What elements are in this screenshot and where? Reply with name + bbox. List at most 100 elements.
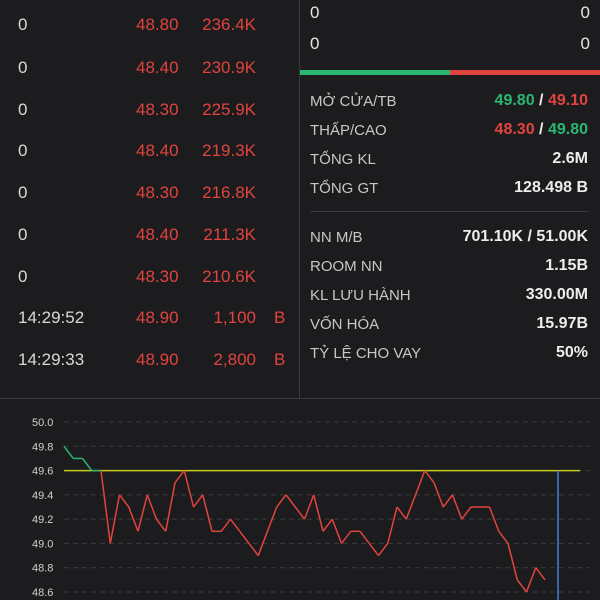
trade-volume: 225.9K	[202, 100, 256, 119]
foreign-buy-sell-value: 701.10K / 51.00K	[462, 228, 588, 245]
depth-right-value: 0	[580, 3, 590, 22]
intraday-chart-svg[interactable]: 50.0 49.8 49.6 49.4 49.2 49.0 48.8 48.6	[0, 400, 600, 600]
foreign-buy-sell-label: NN M/B	[310, 229, 363, 246]
low-price: 48.30	[494, 121, 535, 138]
trade-time: 0	[18, 15, 28, 34]
trade-volume: 230.9K	[202, 58, 256, 77]
trade-side: B	[274, 308, 286, 327]
price-line-segment	[516, 579, 528, 593]
price-line-segment	[396, 506, 407, 520]
total-value-row: TỔNG GT 128.498 B	[300, 175, 600, 203]
price-line-segment	[128, 506, 139, 532]
trade-time: 14:29:52	[18, 308, 85, 327]
price-line-segment	[100, 470, 111, 544]
trade-row: 0 48.30 225.9K	[0, 95, 300, 125]
price-line-segment	[220, 518, 232, 532]
price-line-segment	[202, 494, 213, 532]
price-line-segment	[331, 518, 343, 544]
price-line-segment	[118, 494, 130, 508]
price-line-segment	[165, 482, 176, 532]
market-cap-label: VỐN HÓA	[310, 316, 380, 333]
price-line-segment	[405, 494, 417, 520]
price-line-segment	[137, 494, 148, 532]
y-tick-label: 49.2	[32, 514, 53, 526]
y-tick-label: 49.4	[32, 490, 53, 502]
price-line-segment	[248, 542, 259, 557]
price-line-segment	[442, 494, 454, 508]
price-line-segment	[155, 518, 167, 532]
trade-row: 0 48.30 216.8K	[0, 178, 300, 208]
trade-volume: 1,100	[213, 308, 256, 327]
outstanding-shares-value: 330.00M	[525, 286, 588, 303]
price-line-segment	[183, 470, 195, 508]
value-separator: /	[539, 121, 544, 138]
market-cap-value: 15.97B	[536, 315, 588, 332]
price-line-segment	[368, 542, 380, 557]
price-line-segment	[424, 470, 435, 484]
outstanding-shares-row: KL LƯU HÀNH 330.00M	[300, 282, 600, 310]
price-line-segment	[266, 506, 278, 532]
total-value-value: 128.498 B	[514, 179, 588, 196]
price-line-segment	[525, 567, 537, 593]
depth-right-value: 0	[580, 34, 590, 53]
price-line-segment	[192, 494, 204, 508]
trade-row: 0 48.40 219.3K	[0, 136, 300, 166]
price-line-segment	[451, 494, 463, 520]
price-line-segment	[257, 531, 269, 556]
depth-left-value: 0	[310, 3, 320, 22]
trade-row: 0 48.40 211.3K	[0, 220, 300, 250]
total-value-label: TỔNG GT	[310, 180, 379, 197]
trade-time: 0	[18, 100, 28, 119]
price-line-segment	[294, 506, 306, 520]
open-avg-value: 49.80 / 49.10	[495, 92, 588, 110]
trade-price: 48.90	[136, 308, 179, 327]
price-line-segment	[63, 445, 74, 459]
intraday-chart[interactable]: 50.0 49.8 49.6 49.4 49.2 49.0 48.8 48.6	[0, 400, 600, 600]
value-separator: /	[539, 92, 544, 109]
trade-volume: 210.6K	[202, 267, 256, 286]
price-line-segment	[340, 530, 352, 544]
trade-time: 0	[18, 183, 28, 202]
foreign-room-row: ROOM NN 1.15B	[300, 253, 600, 281]
price-line-segment	[507, 543, 518, 581]
trade-time: 0	[18, 267, 28, 286]
buy-pressure-bar	[300, 70, 450, 75]
trade-volume: 216.8K	[202, 183, 256, 202]
price-line-segment	[498, 530, 509, 544]
price-line-segment	[285, 494, 296, 508]
y-tick-label: 48.8	[32, 563, 53, 575]
y-tick-label: 48.6	[32, 587, 53, 599]
trade-side: B	[274, 350, 286, 369]
trade-price: 48.90	[136, 350, 179, 369]
trade-price: 48.40	[136, 58, 179, 77]
price-line-segment	[387, 506, 398, 544]
outstanding-shares-label: KL LƯU HÀNH	[310, 287, 411, 304]
trade-time: 0	[18, 225, 28, 244]
trade-price: 48.30	[136, 100, 179, 119]
y-tick-label: 50.0	[32, 417, 53, 429]
foreign-room-value: 1.15B	[545, 257, 588, 274]
avg-price: 49.10	[547, 92, 588, 109]
price-line-segment	[174, 470, 185, 484]
trade-volume: 211.3K	[203, 225, 256, 244]
trade-volume: 219.3K	[202, 141, 256, 160]
trade-row: 14:29:52 48.90 1,100 B	[0, 303, 300, 333]
price-line-segment	[535, 567, 546, 581]
trade-volume: 2,800	[213, 350, 256, 369]
trade-row: 0 48.30 210.6K	[0, 262, 300, 292]
trade-price: 48.30	[136, 183, 179, 202]
price-line-segment	[229, 518, 241, 532]
price-line-segment	[146, 494, 158, 520]
open-avg-row: MỞ CỬA/TB 49.80 / 49.10	[300, 88, 600, 116]
price-line-segment	[303, 494, 315, 520]
sell-pressure-bar	[450, 70, 600, 75]
price-line-segment	[488, 506, 500, 532]
margin-ratio-row: TỶ LỆ CHO VAY 50%	[300, 340, 600, 368]
price-line-segment	[461, 506, 472, 520]
open-price: 49.80	[494, 92, 535, 109]
total-volume-value: 2.6M	[552, 150, 588, 167]
price-line-segment	[359, 530, 370, 544]
foreign-buy-sell-row: NN M/B 701.10K / 51.00K	[300, 224, 600, 252]
trade-row: 14:29:33 48.90 2,800 B	[0, 345, 300, 375]
low-high-row: THẤP/CAO 48.30 / 49.80	[300, 117, 600, 145]
